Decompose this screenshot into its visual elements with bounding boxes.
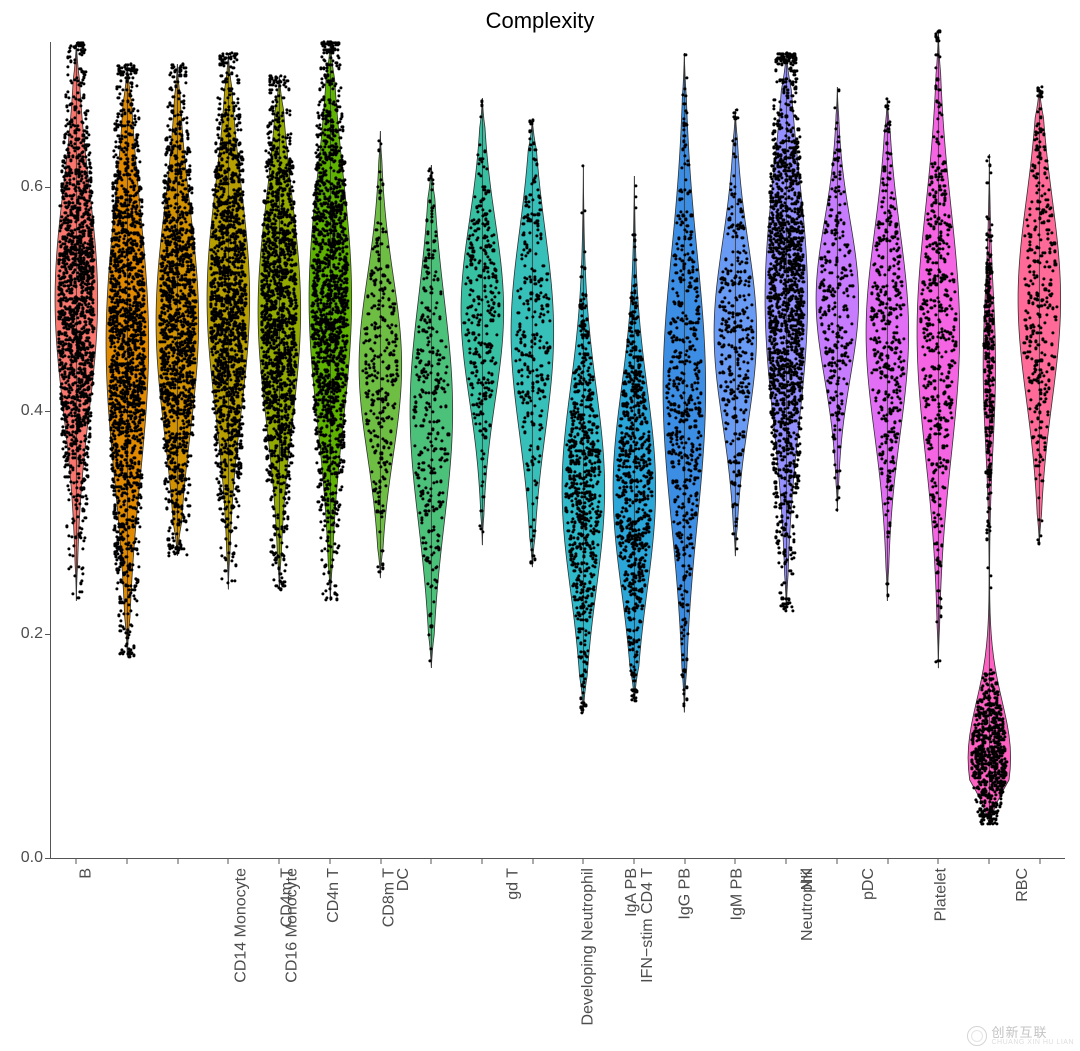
- x-tick-label: Platelet: [932, 868, 950, 921]
- x-tick-label: DC: [395, 868, 413, 891]
- x-tick: [684, 858, 685, 864]
- y-tick-label: 0.2: [21, 625, 51, 643]
- x-tick: [836, 858, 837, 864]
- plot-area: 0.00.20.40.6BCD14 MonocyteCD16 MonocyteC…: [50, 42, 1065, 859]
- x-tick-label: Developing Neutrophil: [580, 868, 598, 1025]
- watermark-line1: 创新互联: [991, 1026, 1074, 1039]
- x-tick: [177, 858, 178, 864]
- y-tick-label: 0.0: [21, 849, 51, 867]
- watermark-text: 创新互联 CHUANG XIN HU LIAN: [991, 1026, 1074, 1046]
- x-tick: [887, 858, 888, 864]
- watermark: 创新互联 CHUANG XIN HU LIAN: [967, 1026, 1074, 1046]
- x-tick-label: IgG PB: [677, 868, 695, 920]
- x-tick-label: RBC: [1014, 868, 1032, 902]
- x-tick-label: NK: [799, 868, 817, 890]
- x-tick: [634, 858, 635, 864]
- y-tick-label: 0.6: [21, 178, 51, 196]
- x-tick: [279, 858, 280, 864]
- x-tick: [786, 858, 787, 864]
- x-tick-label: B: [78, 868, 96, 879]
- x-tick-label: CD14 Monocyte: [233, 868, 251, 983]
- x-tick: [988, 858, 989, 864]
- x-tick-label: IFN−stim CD4 T: [638, 868, 656, 983]
- x-tick: [228, 858, 229, 864]
- x-tick: [532, 858, 533, 864]
- x-tick: [481, 858, 482, 864]
- chart-container: Complexity 0.00.20.40.6BCD14 MonocyteCD1…: [0, 0, 1080, 1048]
- x-tick: [127, 858, 128, 864]
- x-tick-label: CD4m T: [279, 868, 297, 927]
- watermark-line2: CHUANG XIN HU LIAN: [991, 1039, 1074, 1046]
- x-tick-label: gd T: [505, 868, 523, 900]
- x-tick: [76, 858, 77, 864]
- x-tick: [431, 858, 432, 864]
- y-tick-label: 0.4: [21, 402, 51, 420]
- x-tick-label: IgM PB: [728, 868, 746, 920]
- x-tick: [329, 858, 330, 864]
- x-tick: [938, 858, 939, 864]
- x-tick: [380, 858, 381, 864]
- x-tick: [735, 858, 736, 864]
- x-tick-label: pDC: [860, 868, 878, 900]
- x-tick: [1039, 858, 1040, 864]
- x-tick-label: CD4n T: [325, 868, 343, 923]
- x-tick-label: IgA PB: [623, 868, 641, 917]
- watermark-logo-icon: [967, 1026, 987, 1046]
- x-tick: [583, 858, 584, 864]
